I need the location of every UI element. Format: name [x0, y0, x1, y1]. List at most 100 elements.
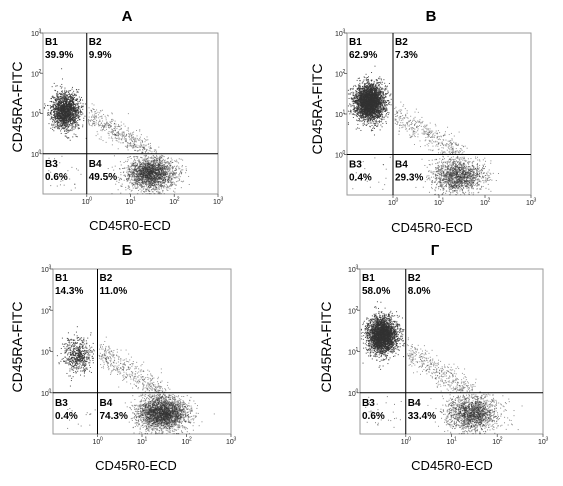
scatter-point: [64, 94, 66, 96]
scatter-point: [169, 185, 171, 187]
scatter-point: [63, 92, 65, 94]
scatter-point: [114, 137, 116, 139]
scatter-point: [151, 191, 153, 193]
scatter-point: [52, 121, 54, 123]
scatter-point: [157, 168, 159, 170]
scatter-point: [64, 106, 66, 108]
scatter-point: [69, 103, 71, 105]
scatter-point: [76, 99, 78, 101]
scatter-point: [75, 95, 77, 96]
scatter-point: [65, 109, 67, 111]
scatter-point: [141, 163, 143, 165]
scatter-point: [51, 116, 53, 118]
scatter-point: [49, 114, 51, 116]
scatter-point: [147, 152, 149, 154]
scatter-point: [357, 123, 359, 125]
scatter-point: [79, 98, 81, 100]
scatter-point: [117, 131, 119, 133]
scatter-point: [133, 172, 135, 174]
scatter-point: [55, 116, 57, 118]
scatter-point: [115, 134, 117, 136]
scatter-point: [130, 132, 132, 134]
scatter-point: [155, 175, 157, 177]
scatter-point: [180, 187, 182, 189]
scatter-point: [166, 189, 168, 191]
scatter-point: [53, 110, 55, 112]
scatter-point: [59, 112, 61, 114]
scatter-point: [133, 177, 135, 179]
scatter-point: [135, 140, 137, 142]
scatter-point: [74, 104, 76, 106]
scatter-point: [159, 163, 161, 165]
scatter-point: [56, 95, 58, 97]
scatter-point: [99, 119, 101, 121]
scatter-point: [57, 108, 59, 110]
scatter-point: [160, 165, 162, 167]
scatter-point: [66, 114, 68, 116]
scatter-point: [68, 103, 70, 105]
scatter-point: [54, 107, 56, 109]
scatter-point: [65, 118, 67, 120]
scatter-point: [57, 109, 59, 111]
scatter-point: [140, 177, 142, 179]
scatter-point: [70, 101, 72, 103]
scatter-point: [161, 171, 163, 173]
scatter-point: [151, 169, 153, 171]
scatter-point: [145, 179, 147, 181]
scatter-point: [174, 165, 176, 167]
scatter-point: [149, 180, 151, 182]
scatter-point: [91, 110, 93, 112]
scatter-point: [137, 179, 139, 181]
scatter-point: [61, 90, 63, 92]
scatter-point: [171, 169, 173, 171]
scatter-point: [67, 120, 69, 122]
scatter-point: [131, 136, 133, 138]
scatter-point: [152, 155, 154, 157]
scatter-point: [63, 107, 65, 109]
scatter-point: [161, 177, 163, 179]
scatter-point: [68, 119, 70, 121]
scatter-point: [99, 124, 101, 126]
scatter-point: [52, 128, 54, 130]
scatter-point: [77, 169, 79, 171]
scatter-point: [116, 140, 118, 142]
scatter-point: [73, 111, 75, 113]
x-tick-exponent: 3: [534, 198, 537, 204]
scatter-point: [77, 98, 79, 100]
scatter-point: [111, 120, 113, 122]
scatter-point: [172, 170, 174, 172]
scatter-point: [127, 159, 129, 161]
scatter-point: [70, 111, 72, 113]
scatter-point: [149, 165, 151, 167]
scatter-point: [151, 151, 153, 153]
scatter-point: [163, 193, 165, 195]
scatter-point: [166, 180, 168, 182]
scatter-point: [74, 116, 76, 118]
scatter-point: [75, 98, 77, 100]
scatter-point: [166, 172, 168, 174]
scatter-point: [71, 108, 73, 110]
scatter-point: [64, 123, 66, 125]
scatter-point: [55, 99, 57, 101]
scatter-point: [77, 116, 79, 118]
scatter-point: [105, 125, 107, 127]
scatter-point: [88, 121, 90, 123]
scatter-point: [147, 182, 149, 184]
scatter-point: [65, 135, 67, 137]
scatter-point: [65, 112, 67, 114]
scatter-point: [383, 118, 385, 120]
scatter-point: [164, 162, 166, 164]
scatter-point: [150, 175, 152, 177]
scatter-point: [53, 112, 55, 114]
scatter-point: [111, 133, 113, 135]
scatter-point: [119, 168, 121, 170]
scatter-point: [156, 184, 158, 186]
scatter-point: [156, 172, 158, 174]
scatter-point: [70, 129, 72, 131]
scatter-point: [140, 180, 142, 182]
scatter-point: [155, 174, 157, 176]
scatter-point: [66, 114, 68, 116]
scatter-point: [78, 117, 80, 119]
scatter-point: [174, 160, 176, 162]
scatter-point: [136, 144, 138, 146]
